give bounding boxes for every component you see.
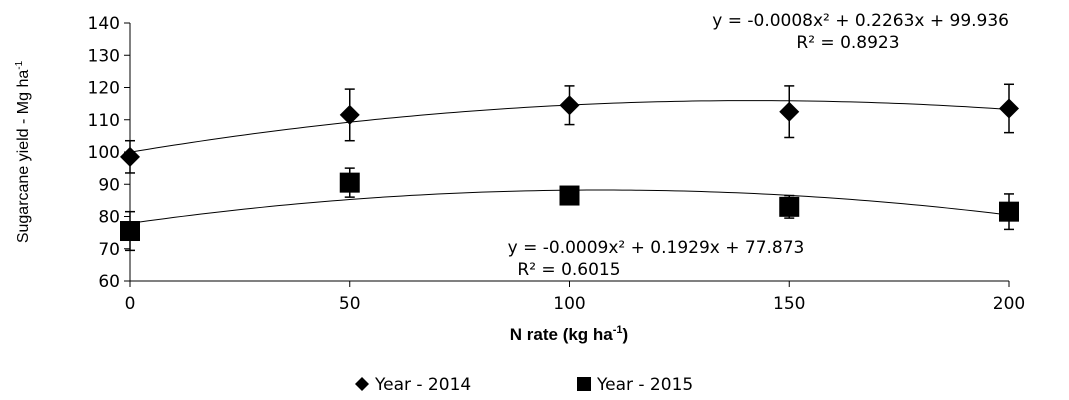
y-axis-title-main: Sugarcane yield - Mg ha	[15, 70, 32, 244]
y-tick-label: 60	[98, 272, 120, 292]
y-axis-title-sup: -1	[14, 60, 25, 69]
y-tick-label: 100	[88, 143, 120, 163]
x-tick-label: 100	[553, 294, 585, 314]
point-2015	[999, 201, 1019, 222]
y-tick-label: 130	[88, 46, 120, 66]
y-tick-label: 80	[98, 208, 120, 228]
legend-marker-2015	[577, 377, 591, 391]
point-2014	[559, 95, 580, 116]
equation-2015: y = -0.0009x² + 0.1929x + 77.873	[508, 238, 805, 258]
point-2014	[339, 104, 360, 125]
x-ticks: 0 50 100 150 200	[125, 281, 1025, 314]
legend-label-2015: Year - 2015	[596, 375, 693, 395]
x-tick-label: 200	[993, 294, 1025, 314]
x-axis-title-main: N rate (kg ha	[510, 325, 614, 344]
legend: Year - 2014 Year - 2015	[355, 375, 693, 395]
point-2015	[779, 196, 800, 217]
legend-label-2014: Year - 2014	[374, 375, 471, 395]
r2-2015: R² = 0.6015	[517, 260, 620, 280]
point-2015	[559, 185, 580, 206]
point-2014	[120, 146, 140, 167]
y-tick-label: 140	[88, 14, 120, 34]
y-tick-label: 90	[98, 175, 120, 195]
y-tick-label: 120	[88, 79, 120, 99]
x-axis-title-sup: -1	[613, 324, 623, 336]
x-tick-label: 50	[339, 294, 361, 314]
x-axis-title-end: )	[623, 325, 629, 344]
point-2015	[339, 172, 360, 193]
legend-marker-2014	[355, 377, 369, 391]
x-tick-label: 0	[125, 294, 136, 314]
y-ticks: 60 70 80 90 100 110 120 130 140	[88, 14, 130, 292]
r2-2014: R² = 0.8923	[796, 33, 899, 53]
x-tick-label: 150	[773, 294, 805, 314]
data-points	[120, 95, 1019, 242]
equation-2014: y = -0.0008x² + 0.2263x + 99.936	[712, 11, 1009, 31]
point-2015	[120, 221, 140, 242]
point-2014	[999, 98, 1019, 119]
y-tick-label: 70	[98, 240, 120, 260]
point-2014	[779, 101, 800, 122]
x-axis-title: N rate (kg ha-1)	[510, 324, 628, 344]
y-tick-label: 110	[88, 111, 120, 131]
y-axis-title: Sugarcane yield - Mg ha-1	[14, 60, 32, 243]
